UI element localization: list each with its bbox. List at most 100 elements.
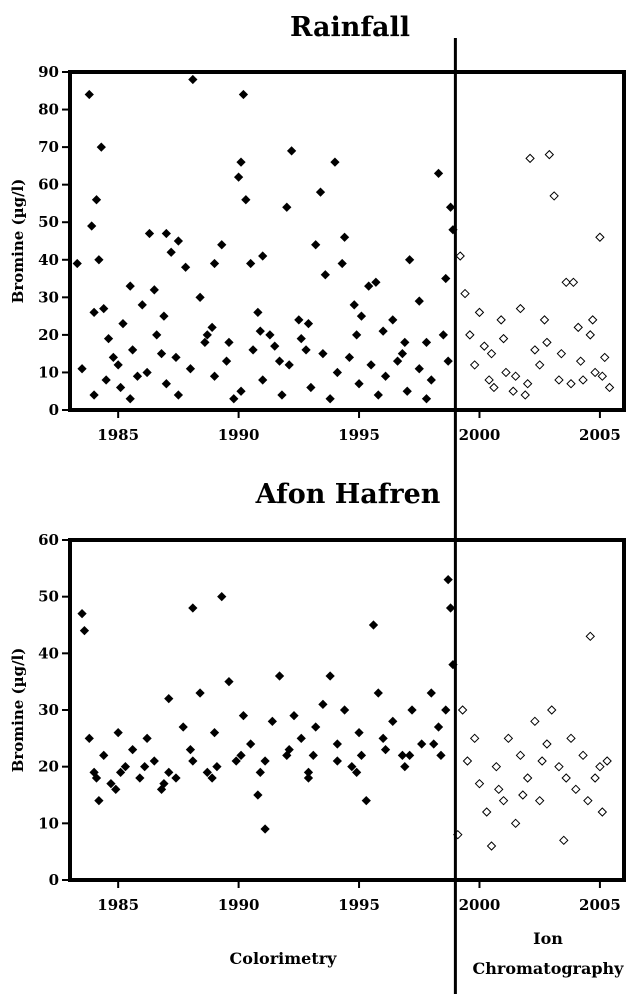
ion-chromatography-point [600,352,610,363]
colorimetry-point [301,345,311,355]
colorimetry-point [120,762,131,772]
colorimetry-point [94,796,104,806]
y-tick-label: 10 [38,363,59,381]
colorimetry-point [380,745,391,755]
colorimetry-point [156,349,167,359]
colorimetry-point [164,694,174,704]
ion-chromatography-point [542,739,552,749]
colorimetry-point [224,677,234,687]
colorimetry-point [195,292,205,302]
ion-chromatography-point [537,756,547,766]
colorimetry-point [303,773,314,783]
colorimetry-point [209,258,220,269]
colorimetry-point [344,352,355,363]
colorimetry-point [246,258,256,269]
ion-chromatography-point [465,330,475,340]
colorimetry-point [352,330,362,340]
y-tick-label: 30 [38,701,59,719]
colorimetry-point [405,255,415,265]
colorimetry-point [137,300,147,310]
ion-chromatography-point [561,773,571,783]
colorimetry-point [159,311,169,321]
colorimetry-point [366,360,376,370]
colorimetry-point [445,202,456,212]
colorimetry-point [253,790,263,800]
colorimetry-point [77,364,87,374]
y-tick-label: 80 [38,101,59,119]
ion-chromatography-point [496,315,506,325]
colorimetry-point [224,337,234,348]
y-tick-label: 40 [38,251,59,269]
y-tick-label: 20 [38,758,59,776]
colorimetry-point [180,262,191,272]
colorimetry-point [125,394,135,404]
ion-label: Ion [533,929,563,948]
ion-chromatography-point [525,153,535,164]
ion-chromatography-point [486,841,497,851]
colorimetry-point [77,609,87,619]
colorimetry-point [356,311,367,321]
ion-chromatography-point [474,778,485,789]
colorimetry-point [200,337,210,348]
x-tick-label: 1990 [218,896,260,914]
ion-chromatography-point [559,835,569,846]
ion-chromatography-point [530,716,540,727]
rainfall-title: Rainfall [290,12,410,43]
y-tick-label: 60 [38,176,59,194]
colorimetry-point [441,705,451,715]
colorimetry-point [400,762,410,772]
colorimetry-point [400,337,410,348]
colorimetry-point [361,796,371,806]
ion-chromatography-point [503,733,514,744]
colorimetry-point [332,367,342,378]
ion-chromatography-point [489,382,499,393]
colorimetry-point [188,74,198,85]
colorimetry-point [315,187,326,197]
colorimetry-point [349,300,359,310]
y-tick-label: 50 [38,588,59,606]
colorimetry-point [414,364,424,374]
ion-chromatography-point [604,382,615,393]
colorimetry-point [241,195,251,205]
colorimetry-point [115,382,126,393]
colorimetry-point [118,318,128,329]
colorimetry-point [84,89,94,100]
colorimetry-point [144,228,155,239]
colorimetry-point [142,367,152,378]
ion-chromatography-point [522,379,533,389]
colorimetry-point [164,767,174,777]
colorimetry-point [96,142,106,152]
ion-chromatography-point [457,705,468,715]
ion-chromatography-point [587,315,598,325]
x-tick-label: 2000 [459,896,501,914]
ion-chromatography-point [575,356,586,366]
ion-chromatography-point [590,773,600,783]
colorimetry-point [132,371,143,381]
colorimetry-point [445,603,456,613]
colorimetry-point [339,232,350,242]
afon-hafren-panel: Afon Hafren Bromine (µg/l) 0 10 20 30 40 50 60… [9,479,626,914]
ion-chromatography-point [486,348,497,359]
colorimetry-point [99,303,109,314]
ion-chromatography-point [515,303,526,314]
ion-chromatography-point [455,251,465,261]
colorimetry-point [188,603,198,613]
colorimetry-point [246,739,256,749]
colorimetry-point [265,330,275,340]
colorimetry-point [267,716,277,726]
colorimetry-point [352,767,362,777]
rainfall-y-axis-label: Bromine (µg/l) [9,179,27,304]
colorimetry-point [441,273,451,284]
colorimetry-point [253,307,263,317]
ion-chromatography-point [518,790,528,800]
colorimetry-point [318,699,328,709]
ion-chromatography-point [534,360,545,370]
ion-chromatography-point [508,386,518,396]
y-tick-label: 50 [38,213,59,231]
colorimetry-point [417,739,427,749]
colorimetry-point [308,750,318,760]
y-tick-label: 40 [38,644,59,662]
ion-chromatography-point [515,750,526,761]
colorimetry-point [202,767,212,777]
colorimetry-point [103,334,114,344]
